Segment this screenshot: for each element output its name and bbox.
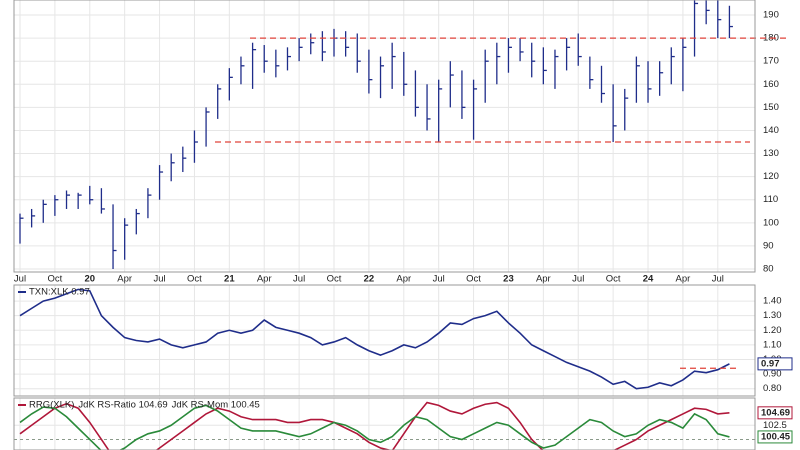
plot xyxy=(19,288,730,390)
x-tick-label: Oct xyxy=(47,274,62,285)
y-tick-label: 1.20 xyxy=(763,325,782,336)
y-tick-label: 190 xyxy=(763,10,779,21)
legend-label: JdK RS-Mom 100.45 xyxy=(172,400,260,411)
y-tick-label: 0.80 xyxy=(763,383,782,394)
y-tick-label: 90 xyxy=(763,240,774,251)
x-tick-label: Jul xyxy=(712,274,724,285)
y-tick-label: 80 xyxy=(763,264,774,275)
series-line xyxy=(19,288,730,390)
value-box xyxy=(757,430,793,444)
x-tick-label: Jul xyxy=(153,274,165,285)
x-tick-label: 21 xyxy=(224,274,235,285)
y-tick-label: 130 xyxy=(763,148,779,159)
x-tick-label: Apr xyxy=(117,274,132,285)
panel-title: RRG(XLK) xyxy=(29,400,74,411)
plot xyxy=(14,401,755,450)
y-tick-label: 170 xyxy=(763,56,779,67)
x-tick-label: Apr xyxy=(536,274,551,285)
panel-frame xyxy=(13,284,756,397)
y-tick-label: 1.30 xyxy=(763,310,782,321)
x-tick-label: 24 xyxy=(643,274,654,285)
panel-title: TXN:XLK 0.97 xyxy=(29,287,90,298)
x-tick-label: 20 xyxy=(84,274,95,285)
x-tick-label: Oct xyxy=(327,274,342,285)
series-line xyxy=(19,404,730,450)
x-tick-label: Apr xyxy=(676,274,691,285)
value-label: 104.69 xyxy=(761,407,790,418)
series-line xyxy=(19,401,730,450)
value-label: 0.97 xyxy=(761,358,780,369)
value-label: 100.45 xyxy=(761,431,791,442)
x-tick-label: Jul xyxy=(572,274,584,285)
y-tick-label: 150 xyxy=(763,102,779,113)
legend-label: JdK RS-Ratio 104.69 xyxy=(78,400,167,411)
y-tick-label: 1.10 xyxy=(763,339,782,350)
y-tick-label: 110 xyxy=(763,194,778,205)
plot xyxy=(19,0,733,269)
value-box xyxy=(757,406,793,420)
y-tick-label: 120 xyxy=(763,171,779,182)
x-tick-label: Oct xyxy=(606,274,621,285)
x-tick-label: Jul xyxy=(293,274,305,285)
value-box xyxy=(757,357,793,371)
y-tick-label: 1.40 xyxy=(763,296,782,307)
panel-frame xyxy=(13,397,756,450)
y-tick-label: 0.90 xyxy=(763,369,782,380)
x-tick-label: 23 xyxy=(503,274,514,285)
x-tick-label: Apr xyxy=(257,274,272,285)
x-tick-label: Jul xyxy=(433,274,445,285)
x-tick-label: Oct xyxy=(466,274,481,285)
y-tick-label: 100 xyxy=(763,217,779,228)
x-tick-label: Apr xyxy=(396,274,411,285)
panel-frame xyxy=(13,0,756,273)
y-tick-label: 140 xyxy=(763,125,779,136)
y-tick-label: 160 xyxy=(763,79,779,90)
y-tick-label: 102.5 xyxy=(763,420,787,431)
x-tick-label: Oct xyxy=(187,274,202,285)
x-tick-label: 22 xyxy=(364,274,375,285)
x-tick-label: Jul xyxy=(14,274,26,285)
